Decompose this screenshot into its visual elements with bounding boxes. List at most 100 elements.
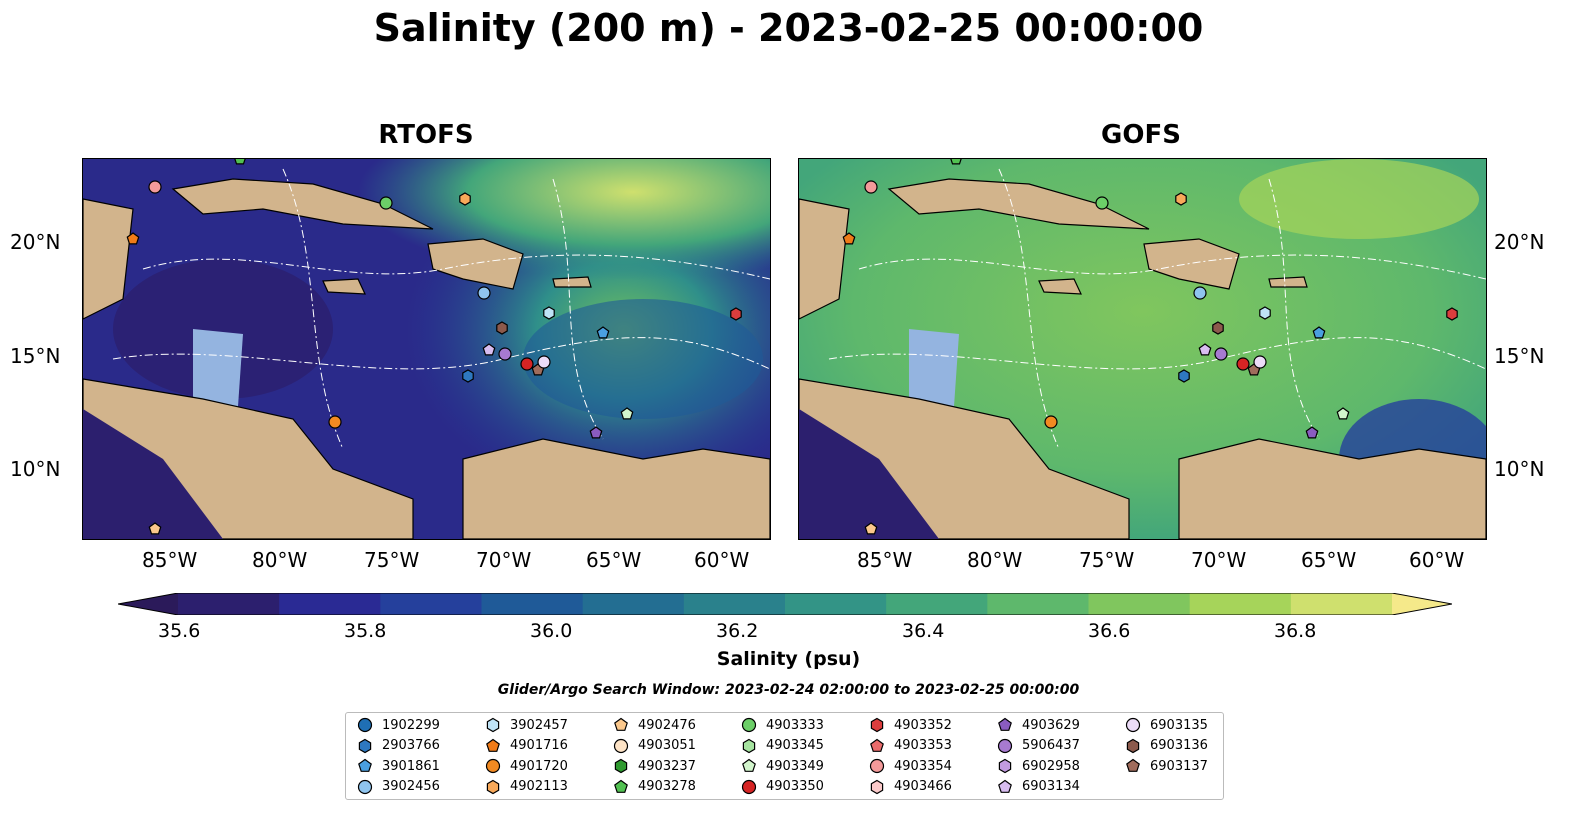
panel-title-rtofs: RTOFS <box>378 120 474 150</box>
legend-item: 1902299 <box>356 716 440 734</box>
legend-item: 4903354 <box>868 757 952 775</box>
x-tick-right-65w: 65°W <box>1301 548 1357 572</box>
gofs-float-markers <box>842 159 1458 535</box>
float-legend: 1902299 2903766 3901861 3902456 3902457 49017… <box>345 712 1224 800</box>
float-marker <box>520 357 534 371</box>
legend-item-label: 4903237 <box>638 758 696 774</box>
hexagon-marker-icon <box>614 758 628 774</box>
legend-item: 4903278 <box>612 778 696 796</box>
float-marker <box>864 522 878 535</box>
legend-item-label: 6903137 <box>1150 758 1208 774</box>
colorbar-tick-36-6: 36.6 <box>1088 620 1131 642</box>
y-tick-right-10n: 10°N <box>1494 457 1545 481</box>
legend-item-label: 4903353 <box>894 738 952 753</box>
colorbar-tick-36-8: 36.8 <box>1274 620 1317 642</box>
float-marker <box>1446 307 1458 321</box>
y-tick-left-15n: 15°N <box>10 344 61 368</box>
legend-item-label: 6902958 <box>1022 758 1080 774</box>
float-marker <box>148 180 162 194</box>
legend-item: 4901720 <box>484 757 568 775</box>
legend-item: 4903350 <box>740 778 824 796</box>
colorbar-extend-min <box>118 593 178 615</box>
circle-marker-icon <box>613 738 629 753</box>
hexagon-marker-icon <box>742 738 756 753</box>
circle-marker-icon <box>741 779 757 794</box>
pentagon-marker-icon <box>870 738 884 752</box>
float-marker <box>1312 326 1326 339</box>
gofs-map-panel <box>798 158 1487 540</box>
legend-item-label: 1902299 <box>382 717 440 733</box>
float-marker <box>1236 357 1250 371</box>
y-tick-left-20n: 20°N <box>10 230 61 254</box>
legend-item: 4902113 <box>484 778 568 796</box>
legend-item-label: 2903766 <box>382 738 440 753</box>
float-marker <box>589 426 603 439</box>
float-marker <box>477 286 491 300</box>
colorbar-segment <box>380 593 482 615</box>
float-marker <box>864 180 878 194</box>
colorbar-tick-35-8: 35.8 <box>344 620 387 642</box>
legend-item: 6903134 <box>996 778 1080 796</box>
legend-item-label: 4903629 <box>1022 717 1080 733</box>
hexagon-marker-icon <box>870 717 884 733</box>
legend-item: 3902456 <box>356 778 440 796</box>
float-marker <box>126 232 140 245</box>
hexagon-marker-icon <box>870 779 884 794</box>
colorbar-tick-36-2: 36.2 <box>716 620 759 642</box>
x-tick-right-80w: 80°W <box>967 548 1023 572</box>
legend-item: 4903466 <box>868 778 952 796</box>
circle-marker-icon <box>485 758 501 774</box>
legend-item: 6903136 <box>1124 737 1208 755</box>
legend-item: 6902958 <box>996 757 1080 775</box>
hexagon-marker-icon <box>998 758 1012 774</box>
x-tick-left-75w: 75°W <box>364 548 420 572</box>
colorbar-segment <box>279 593 381 615</box>
colorbar-segment <box>582 593 685 615</box>
legend-item: 4903051 <box>612 737 696 755</box>
legend-item-label: 4903278 <box>638 779 696 794</box>
pentagon-marker-icon <box>1126 758 1140 772</box>
legend-item-label: 6903136 <box>1150 738 1208 753</box>
colorbar-segment <box>1088 593 1191 615</box>
float-marker <box>1178 369 1190 383</box>
colorbar-segment <box>683 593 786 615</box>
circle-marker-icon <box>357 779 373 794</box>
pentagon-marker-icon <box>998 779 1012 793</box>
pentagon-marker-icon <box>742 758 756 772</box>
colorbar-segment <box>1290 593 1393 615</box>
float-marker <box>950 159 962 165</box>
colorbar-title: Salinity (psu) <box>716 648 861 670</box>
legend-item: 2903766 <box>356 737 440 755</box>
float-marker <box>1044 415 1058 429</box>
legend-item-label: 4903354 <box>894 758 952 774</box>
float-marker <box>1095 196 1109 210</box>
legend-item: 3902457 <box>484 716 568 734</box>
pentagon-marker-icon <box>998 717 1012 731</box>
float-marker <box>1305 426 1319 439</box>
float-marker <box>148 522 162 535</box>
circle-marker-icon <box>1125 717 1141 733</box>
float-marker <box>496 321 508 335</box>
colorbar <box>118 593 1452 615</box>
colorbar-segment <box>178 593 280 615</box>
x-tick-left-80w: 80°W <box>252 548 308 572</box>
gofs-salinity-field <box>799 159 1486 539</box>
legend-item-label: 4902113 <box>510 779 568 794</box>
pentagon-marker-icon <box>486 738 500 752</box>
circle-marker-icon <box>869 758 885 774</box>
float-marker <box>462 369 474 383</box>
colorbar-segment <box>1189 593 1292 615</box>
legend-item: 4903352 <box>868 716 952 734</box>
float-marker <box>1336 407 1350 420</box>
legend-item: 6903135 <box>1124 716 1208 734</box>
colorbar-segment <box>785 593 887 615</box>
legend-item-label: 4901720 <box>510 758 568 774</box>
float-marker <box>459 192 471 206</box>
float-marker <box>1175 192 1187 206</box>
legend-item: 4901716 <box>484 737 568 755</box>
float-marker <box>596 326 610 339</box>
colorbar-segment <box>987 593 1089 615</box>
panel-title-gofs: GOFS <box>1101 120 1181 150</box>
rtofs-map-panel <box>82 158 771 540</box>
x-tick-right-60w: 60°W <box>1409 548 1465 572</box>
